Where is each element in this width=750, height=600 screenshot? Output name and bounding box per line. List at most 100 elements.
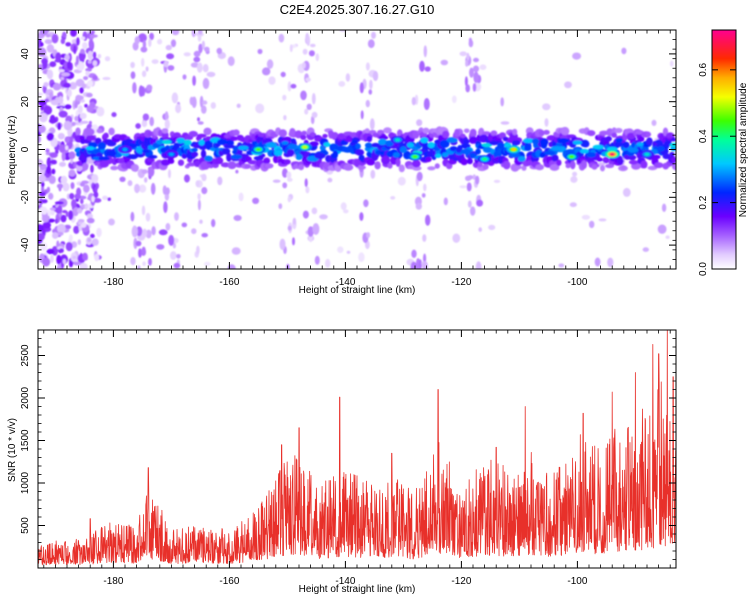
heatmap-cell <box>283 115 287 121</box>
heatmap-cell <box>621 47 627 55</box>
heatmap-cell <box>171 30 180 36</box>
heatmap-cell <box>661 203 667 212</box>
heatmap-cell <box>281 140 289 145</box>
heatmap-cell <box>38 135 42 144</box>
heatmap-cell <box>459 185 467 189</box>
heatmap-cell <box>367 39 375 49</box>
heatmap-cell <box>182 74 187 80</box>
heatmap-cell <box>83 184 90 193</box>
heatmap-cell <box>359 82 364 94</box>
heatmap-cell <box>549 164 560 171</box>
heatmap-cell <box>387 162 393 169</box>
heatmap-cell <box>289 127 296 137</box>
heatmap-cell <box>255 147 261 152</box>
heatmap-cell <box>287 81 292 92</box>
heatmap-cell <box>38 175 47 182</box>
heatmap-cell <box>560 126 570 136</box>
heatmap-cell <box>465 60 469 67</box>
heatmap-cell <box>190 62 199 68</box>
heatmap-cell <box>46 157 52 168</box>
heatmap-cell <box>148 155 158 159</box>
heatmap-cell <box>472 65 480 73</box>
heatmap-cell <box>58 144 66 153</box>
heatmap-cell <box>201 40 205 50</box>
heatmap-cell <box>61 72 71 77</box>
heatmap-cell <box>49 152 58 158</box>
heatmap-cell <box>369 118 375 131</box>
heatmap-cell <box>476 199 483 207</box>
heatmap-cell <box>495 137 502 142</box>
heatmap-cell <box>459 51 467 57</box>
heatmap-cell <box>173 142 180 151</box>
heatmap-cell <box>230 154 243 160</box>
x-tick-label: -140 <box>335 277 355 288</box>
heatmap-cell <box>110 165 119 171</box>
spectrogram-ylabel: Frequency (Hz) <box>7 116 18 185</box>
heatmap-cell <box>102 76 111 81</box>
heatmap-cell <box>289 44 293 53</box>
heatmap-cell <box>278 129 287 138</box>
heatmap-cell <box>164 119 170 130</box>
heatmap-cell <box>204 46 210 52</box>
heatmap-cell <box>521 165 527 171</box>
heatmap-cell <box>422 127 430 134</box>
heatmap-cell <box>602 156 610 164</box>
heatmap-cell <box>193 56 201 63</box>
heatmap-cell <box>76 95 84 101</box>
heatmap-cell <box>227 56 235 67</box>
heatmap-cell <box>142 228 148 238</box>
heatmap-cell <box>79 112 87 120</box>
heatmap-cell <box>497 142 505 149</box>
heatmap-cell <box>69 193 75 200</box>
heatmap-cell <box>542 103 551 111</box>
heatmap-cell <box>52 232 59 239</box>
heatmap-cell <box>77 105 83 114</box>
heatmap-cell <box>535 164 544 171</box>
heatmap-cell <box>226 153 232 162</box>
heatmap-cell <box>156 139 164 145</box>
heatmap-cell <box>310 43 316 48</box>
heatmap-cell <box>306 35 311 47</box>
heatmap-cell <box>57 132 65 140</box>
heatmap-cell <box>175 103 182 114</box>
heatmap-cell <box>106 140 117 147</box>
heatmap-cell <box>490 130 498 136</box>
heatmap-cell <box>606 146 618 152</box>
heatmap-cell <box>345 135 353 143</box>
heatmap-cell <box>54 201 64 205</box>
heatmap-cell <box>197 35 202 42</box>
heatmap-cell <box>482 164 489 170</box>
heatmap-cell <box>323 142 331 148</box>
heatmap-cell <box>343 209 349 214</box>
heatmap-cell <box>301 62 306 69</box>
heatmap-cell <box>163 201 168 214</box>
heatmap-cell <box>434 163 440 169</box>
heatmap-cell <box>141 120 148 128</box>
heatmap-cell <box>412 165 422 171</box>
heatmap-cell <box>422 142 430 151</box>
heatmap-cell <box>360 110 364 120</box>
heatmap-cell <box>82 42 88 50</box>
heatmap-cell <box>38 47 47 57</box>
heatmap-cell <box>572 52 582 60</box>
x-tick-label: -160 <box>219 576 239 587</box>
heatmap-cell <box>482 157 488 161</box>
heatmap-cell <box>280 71 286 78</box>
heatmap-cell <box>311 207 318 215</box>
heatmap-cell <box>201 173 207 182</box>
heatmap-cell <box>183 139 192 146</box>
heatmap-cell <box>49 207 56 211</box>
heatmap-cell <box>500 97 505 107</box>
heatmap-cell <box>65 241 73 252</box>
heatmap-cell <box>197 133 207 138</box>
heatmap-cell <box>145 66 149 72</box>
heatmap-cell <box>556 159 562 166</box>
heatmap-cell <box>550 146 563 151</box>
heatmap-cell <box>366 159 376 166</box>
heatmap-cell <box>82 162 89 171</box>
heatmap-cell <box>472 174 476 180</box>
heatmap-cell <box>469 67 474 78</box>
heatmap-cell <box>460 148 472 155</box>
heatmap-cell <box>71 121 76 127</box>
snr-panel: -180 -160 -140 -120 -1005001000150020002500 … <box>7 329 677 595</box>
